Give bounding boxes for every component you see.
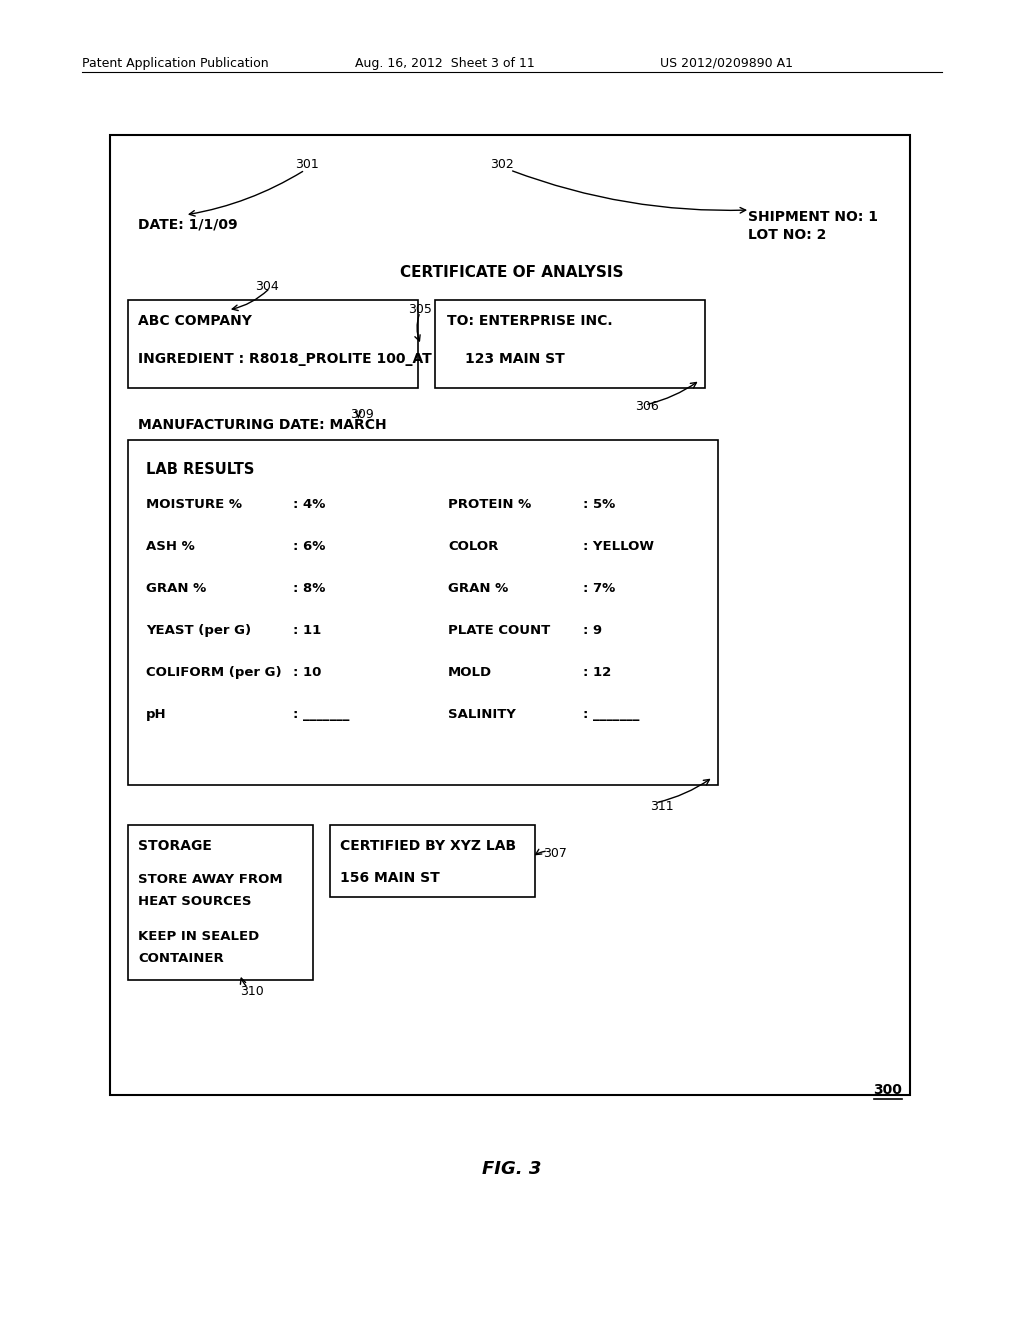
Bar	[128, 440, 718, 785]
Text: 304: 304	[255, 280, 279, 293]
Text: : 4%: : 4%	[293, 498, 326, 511]
Text: pH: pH	[146, 708, 167, 721]
Text: CONTAINER: CONTAINER	[138, 952, 224, 965]
Text: MANUFACTURING DATE: MARCH: MANUFACTURING DATE: MARCH	[138, 418, 387, 432]
Text: 156 MAIN ST: 156 MAIN ST	[340, 871, 439, 884]
Text: FIG. 3: FIG. 3	[482, 1160, 542, 1177]
Text: LAB RESULTS: LAB RESULTS	[146, 462, 254, 477]
Text: : 9: : 9	[583, 624, 602, 638]
Text: DATE: 1/1/09: DATE: 1/1/09	[138, 218, 238, 232]
Text: : _______: : _______	[293, 708, 349, 721]
Text: SHIPMENT NO: 1: SHIPMENT NO: 1	[748, 210, 878, 224]
Text: : 12: : 12	[583, 667, 611, 678]
Text: HEAT SOURCES: HEAT SOURCES	[138, 895, 252, 908]
Text: 310: 310	[240, 985, 264, 998]
Text: GRAN %: GRAN %	[146, 582, 206, 595]
Text: GRAN %: GRAN %	[449, 582, 508, 595]
Text: PLATE COUNT: PLATE COUNT	[449, 624, 550, 638]
Text: YEAST (per G): YEAST (per G)	[146, 624, 251, 638]
Text: 305: 305	[408, 304, 432, 315]
Text: COLOR: COLOR	[449, 540, 499, 553]
Text: : YELLOW: : YELLOW	[583, 540, 654, 553]
Text: COLIFORM (per G): COLIFORM (per G)	[146, 667, 282, 678]
Bar	[128, 300, 418, 388]
Text: PROTEIN %: PROTEIN %	[449, 498, 531, 511]
Text: : 7%: : 7%	[583, 582, 615, 595]
Text: : _______: : _______	[583, 708, 639, 721]
Bar	[128, 825, 313, 979]
Text: : 8%: : 8%	[293, 582, 326, 595]
Text: 123 MAIN ST: 123 MAIN ST	[465, 352, 565, 366]
Text: : 5%: : 5%	[583, 498, 615, 511]
Text: LOT NO: 2: LOT NO: 2	[748, 228, 826, 242]
Text: US 2012/0209890 A1: US 2012/0209890 A1	[660, 57, 793, 70]
Text: 311: 311	[650, 800, 674, 813]
Text: STORE AWAY FROM: STORE AWAY FROM	[138, 873, 283, 886]
Bar	[435, 300, 705, 388]
Text: TO: ENTERPRISE INC.: TO: ENTERPRISE INC.	[447, 314, 612, 327]
Bar	[330, 825, 535, 898]
Text: 309: 309	[350, 408, 374, 421]
Text: KEEP IN SEALED: KEEP IN SEALED	[138, 931, 259, 942]
Text: MOLD: MOLD	[449, 667, 493, 678]
Text: : 10: : 10	[293, 667, 322, 678]
Text: 301: 301	[295, 158, 318, 172]
Text: STORAGE: STORAGE	[138, 840, 212, 853]
Text: Aug. 16, 2012  Sheet 3 of 11: Aug. 16, 2012 Sheet 3 of 11	[355, 57, 535, 70]
Text: CERTIFIED BY XYZ LAB: CERTIFIED BY XYZ LAB	[340, 840, 516, 853]
Text: 302: 302	[490, 158, 514, 172]
FancyBboxPatch shape	[110, 135, 910, 1096]
Text: INGREDIENT : R8018_PROLITE 100_AT: INGREDIENT : R8018_PROLITE 100_AT	[138, 352, 432, 366]
Text: : 11: : 11	[293, 624, 322, 638]
Text: SALINITY: SALINITY	[449, 708, 516, 721]
Text: ASH %: ASH %	[146, 540, 195, 553]
Text: ABC COMPANY: ABC COMPANY	[138, 314, 252, 327]
Text: Patent Application Publication: Patent Application Publication	[82, 57, 268, 70]
Text: 300: 300	[873, 1082, 902, 1097]
Text: MOISTURE %: MOISTURE %	[146, 498, 242, 511]
Text: CERTIFICATE OF ANALYSIS: CERTIFICATE OF ANALYSIS	[400, 265, 624, 280]
Text: : 6%: : 6%	[293, 540, 326, 553]
Text: 306: 306	[635, 400, 658, 413]
Text: 307: 307	[543, 847, 567, 861]
